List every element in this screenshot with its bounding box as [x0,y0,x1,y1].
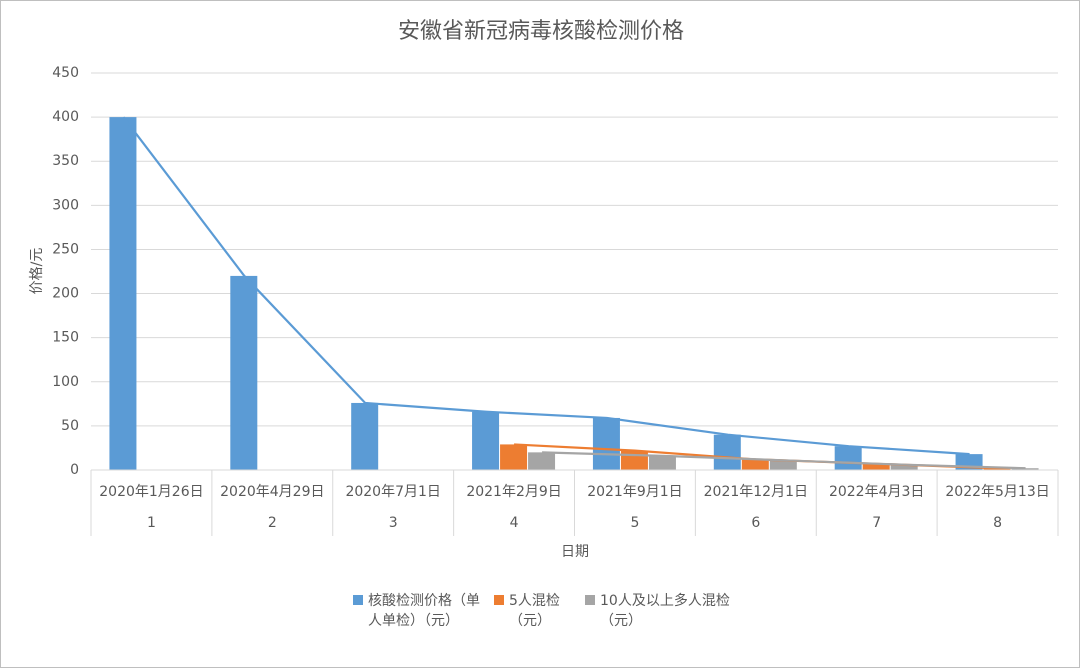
bar [769,460,797,470]
bar [834,446,862,470]
bar [230,275,258,470]
y-tick-label: 200 [52,286,79,302]
x-tick-label: 2022年5月13日 [945,484,1049,500]
y-tick-label: 300 [52,197,79,213]
bar [528,452,556,470]
bar [741,459,769,470]
y-tick-label: 400 [52,109,79,125]
legend-item: 5人混检（元） [494,591,577,631]
y-tick-label: 350 [52,153,79,169]
x-axis-title: 日期 [561,544,589,560]
chart-title: 安徽省新冠病毒核酸检测价格 [398,19,684,44]
x-tick-number: 2 [268,515,277,531]
x-tick-label: 2020年1月26日 [99,484,203,500]
trend-line [122,116,970,456]
bar [648,455,676,470]
x-tick-label: 2020年7月1日 [345,484,440,500]
x-tick-number: 7 [872,515,881,531]
bar [472,411,500,470]
bar [351,402,379,470]
bar [620,450,648,470]
bar [592,417,620,470]
x-tick-label: 2021年9月1日 [587,484,682,500]
legend-item: 核酸检测价格（单人单检）（元） [353,591,486,631]
legend-label: 10人及以上多人混检（元） [600,593,730,629]
x-tick-number: 1 [147,515,156,531]
x-tick-label: 2022年4月3日 [829,484,924,500]
y-axis-title: 价格/元 [29,248,45,295]
legend-label: 核酸检测价格（单人单检）（元） [368,593,480,629]
y-tick-label: 0 [70,462,79,478]
x-tick-number: 3 [389,515,398,531]
trend-line [542,451,1026,470]
x-tick-number: 8 [993,515,1002,531]
bar [500,444,528,470]
x-tick-label: 2021年2月9日 [466,484,561,500]
y-tick-label: 250 [52,241,79,257]
bar [109,117,137,470]
y-tick-label: 100 [52,374,79,390]
chart: 安徽省新冠病毒核酸检测价格 价格/元 日期 0 50 100 150 200 250 300… [29,19,1059,560]
y-tick-label: 450 [52,65,79,81]
y-tick-label: 150 [52,330,79,346]
legend-swatch [353,595,363,605]
y-tick-label: 50 [61,418,79,434]
x-tick-label: 2021年12月1日 [704,484,808,500]
bar [890,464,918,470]
legend-item: 10人及以上多人混检（元） [585,591,760,631]
legend: 核酸检测价格（单人单检）（元） 5人混检（元） 10人及以上多人混检（元） [353,591,760,631]
bar [713,434,741,470]
x-tick-number: 6 [751,515,760,531]
legend-swatch [494,595,504,605]
x-tick-number: 5 [630,515,639,531]
x-tick-label: 2020年4月29日 [220,484,324,500]
legend-label: 5人混检（元） [509,593,560,629]
bar [862,463,890,470]
x-tick-number: 4 [510,515,519,531]
legend-swatch [585,595,595,605]
